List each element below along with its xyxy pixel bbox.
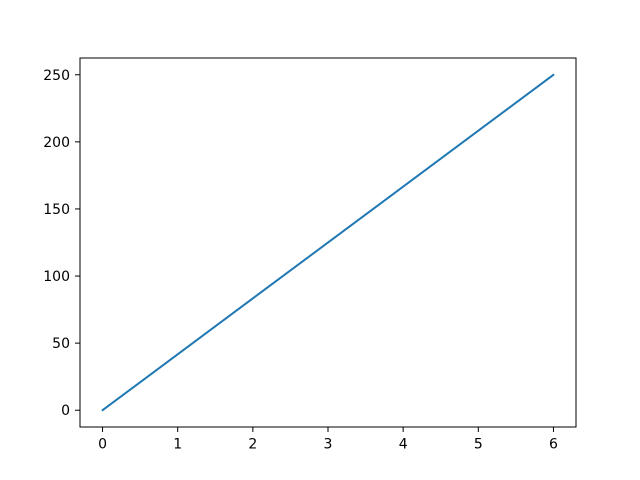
x-axis-tick-label: 6 (549, 437, 558, 453)
x-axis-tick-label: 4 (399, 437, 408, 453)
x-axis-tick-label: 2 (248, 437, 257, 453)
x-axis-tick-label: 1 (173, 437, 182, 453)
x-axis-tick-label: 0 (98, 437, 107, 453)
x-axis-tick-label: 3 (324, 437, 333, 453)
y-axis-tick-label: 100 (43, 269, 70, 285)
y-axis-tick-label: 150 (43, 202, 70, 218)
axes-frame (79, 57, 577, 428)
y-axis-tick-label: 250 (43, 68, 70, 84)
data-line (101, 73, 555, 412)
y-axis-tick-label: 0 (61, 403, 70, 419)
y-axis-tick-label: 200 (43, 135, 70, 151)
y-axis-tick-label: 50 (52, 336, 70, 352)
x-axis-tick-label: 5 (474, 437, 483, 453)
